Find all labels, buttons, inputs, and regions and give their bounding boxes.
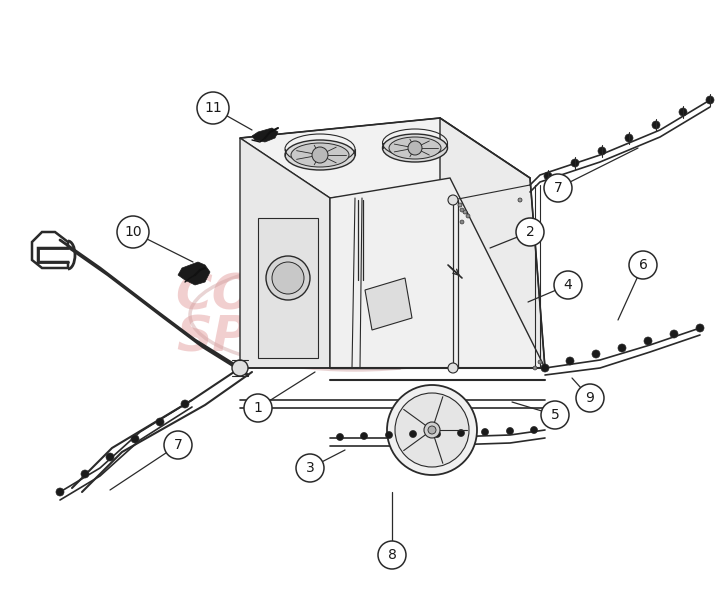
Ellipse shape — [389, 137, 441, 159]
Text: 9: 9 — [586, 391, 594, 405]
Circle shape — [538, 360, 542, 364]
Circle shape — [232, 360, 248, 376]
Text: 7: 7 — [174, 438, 182, 452]
Polygon shape — [178, 262, 210, 285]
Circle shape — [296, 454, 324, 482]
Ellipse shape — [285, 140, 355, 170]
Circle shape — [463, 210, 467, 214]
Circle shape — [554, 271, 582, 299]
Circle shape — [625, 134, 633, 142]
Circle shape — [164, 431, 192, 459]
Circle shape — [533, 366, 537, 370]
Circle shape — [644, 337, 652, 345]
Circle shape — [679, 108, 687, 116]
Polygon shape — [330, 178, 545, 368]
Text: 1: 1 — [254, 401, 262, 415]
Text: COMPONENT: COMPONENT — [175, 271, 535, 319]
Circle shape — [385, 432, 393, 438]
Circle shape — [482, 429, 489, 435]
Circle shape — [571, 159, 579, 167]
Circle shape — [531, 426, 537, 433]
Circle shape — [181, 400, 189, 408]
Text: 2: 2 — [526, 225, 534, 239]
Circle shape — [592, 350, 600, 358]
Circle shape — [458, 203, 462, 207]
Text: 6: 6 — [638, 258, 647, 272]
Circle shape — [458, 429, 464, 436]
Text: 11: 11 — [204, 101, 222, 115]
Circle shape — [395, 393, 469, 467]
Circle shape — [706, 96, 714, 104]
Circle shape — [629, 251, 657, 279]
Circle shape — [448, 363, 458, 373]
Circle shape — [156, 418, 164, 426]
Circle shape — [81, 470, 89, 478]
Circle shape — [387, 385, 477, 475]
Circle shape — [566, 357, 574, 365]
Circle shape — [409, 431, 416, 438]
Ellipse shape — [291, 143, 349, 167]
Circle shape — [408, 141, 422, 155]
Text: 8: 8 — [388, 548, 396, 562]
Circle shape — [544, 172, 552, 180]
Circle shape — [541, 401, 569, 429]
Text: 4: 4 — [564, 278, 573, 292]
Text: 5: 5 — [551, 408, 560, 422]
Circle shape — [460, 208, 464, 212]
Circle shape — [197, 92, 229, 124]
Circle shape — [518, 198, 522, 202]
Circle shape — [434, 431, 440, 438]
Polygon shape — [365, 278, 412, 330]
Polygon shape — [240, 118, 530, 198]
Circle shape — [576, 384, 604, 412]
Polygon shape — [240, 138, 330, 368]
Circle shape — [378, 541, 406, 569]
Circle shape — [272, 262, 304, 294]
Circle shape — [670, 330, 678, 338]
Circle shape — [598, 147, 606, 155]
Polygon shape — [258, 218, 318, 358]
Circle shape — [424, 422, 440, 438]
Circle shape — [507, 428, 513, 435]
Text: 10: 10 — [124, 225, 142, 239]
Circle shape — [336, 433, 343, 441]
Circle shape — [266, 256, 310, 300]
Circle shape — [516, 218, 544, 246]
Text: 3: 3 — [306, 461, 315, 475]
Polygon shape — [440, 118, 545, 368]
Circle shape — [466, 214, 470, 218]
Circle shape — [244, 394, 272, 422]
Circle shape — [56, 488, 64, 496]
Ellipse shape — [382, 134, 448, 162]
Circle shape — [131, 435, 139, 443]
Text: 7: 7 — [554, 181, 562, 195]
Circle shape — [312, 147, 328, 163]
Circle shape — [460, 220, 464, 224]
Text: SPECIALISTS: SPECIALISTS — [176, 314, 534, 362]
Circle shape — [541, 364, 549, 372]
Circle shape — [448, 195, 458, 205]
Polygon shape — [252, 128, 278, 142]
Circle shape — [652, 121, 660, 129]
Circle shape — [544, 174, 572, 202]
Circle shape — [361, 432, 367, 439]
Circle shape — [618, 344, 626, 352]
Circle shape — [428, 426, 436, 434]
Circle shape — [117, 216, 149, 248]
Circle shape — [696, 324, 704, 332]
Circle shape — [106, 453, 114, 461]
